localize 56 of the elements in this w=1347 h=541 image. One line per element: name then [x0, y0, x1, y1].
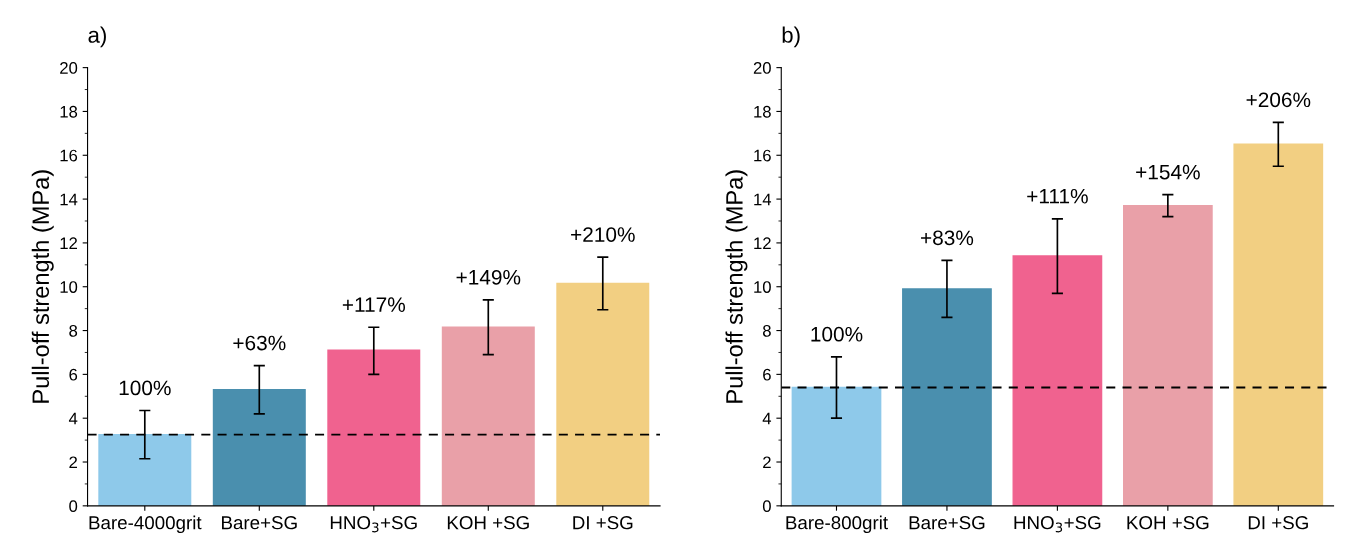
annotation: +111% [1027, 188, 1088, 204]
y-tick-label: 6 [69, 368, 78, 381]
y-tick-label: 8 [69, 324, 78, 337]
y-axis-title: Pull-off strength (MPa) [725, 170, 748, 403]
x-tick-label: Bare-800grit [786, 515, 888, 534]
y-tick-label: 20 [753, 62, 771, 74]
chart-title: a) [88, 26, 106, 48]
annotation: 100% [119, 380, 171, 396]
y-tick-label: 4 [762, 412, 772, 425]
chart-title: b) [782, 26, 800, 48]
y-tick-label: 0 [762, 500, 771, 513]
y-tick-label: 14 [754, 193, 772, 206]
y-tick-label: 2 [763, 456, 771, 469]
y-tick-label: 14 [60, 193, 78, 206]
y-tick-label: 8 [762, 324, 771, 337]
bar [212, 389, 306, 506]
x-tick-label: Bare-4000grit [89, 515, 202, 534]
y-tick-label: 20 [60, 62, 78, 74]
annotation: +210% [571, 227, 635, 242]
x-tick-label: Bare+SG [909, 516, 985, 530]
annotation: +149% [456, 269, 521, 285]
y-tick-label: 4 [68, 412, 78, 425]
bar [441, 326, 535, 506]
bar [1233, 143, 1324, 506]
y-tick-label: 0 [69, 500, 78, 513]
x-tick-label: KOH +SG [447, 516, 529, 530]
x-tick-label: DI +SG [1248, 516, 1308, 530]
y-tick-label: 18 [754, 105, 771, 118]
bar [556, 282, 650, 506]
y-tick-label: 2 [69, 456, 77, 469]
annotation: +154% [1136, 164, 1200, 180]
bar [98, 433, 192, 506]
annotation: +83% [921, 230, 974, 246]
x-tick-label: Bare+SG [222, 516, 297, 530]
x-tick-label: KOH +SG [1127, 516, 1209, 530]
annotation: 100% [811, 326, 863, 342]
bar [791, 386, 882, 506]
y-tick-label: 10 [754, 281, 771, 293]
y-tick-label: 10 [60, 281, 78, 293]
bar [327, 349, 421, 506]
annotation: +117% [342, 297, 406, 312]
bar [1122, 204, 1213, 506]
y-tick-label: 12 [754, 237, 771, 249]
y-tick-label: 12 [60, 237, 77, 249]
x-tick-label: DI +SG [573, 516, 633, 530]
x-tick-label: HNO$_{3}$+SG [330, 516, 417, 533]
y-tick-label: 18 [60, 105, 78, 118]
annotation: +63% [233, 335, 286, 351]
x-tick-label: HNO$_{3}$+SG [1014, 516, 1101, 533]
y-axis-title: Pull-off strength (MPa) [31, 170, 54, 403]
bar [902, 288, 992, 506]
y-tick-label: 16 [60, 149, 78, 162]
annotation: +206% [1246, 92, 1311, 108]
y-tick-label: 16 [754, 149, 771, 162]
bar [1012, 255, 1103, 506]
y-tick-label: 6 [763, 368, 771, 381]
